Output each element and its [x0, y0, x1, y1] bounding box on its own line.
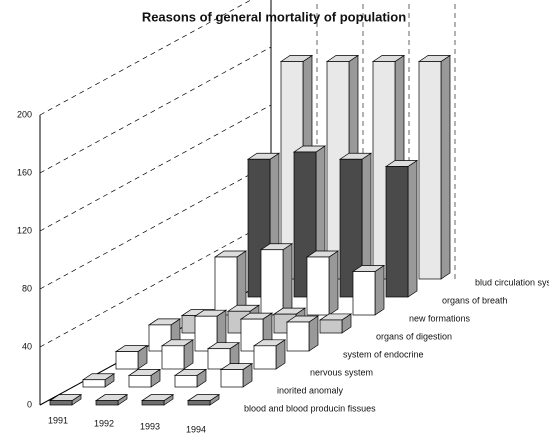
legend-label: new formations: [409, 313, 471, 323]
bar-side: [407, 159, 418, 298]
bar: [174, 375, 198, 388]
grid-line: [39, 162, 272, 290]
grid-line: [39, 46, 272, 174]
bar: [141, 400, 165, 406]
bar: [207, 348, 231, 370]
bar-side: [282, 243, 293, 316]
legend-label: organs of digestion: [376, 331, 452, 341]
bar: [253, 345, 277, 370]
bar: [260, 249, 284, 316]
bar: [214, 256, 238, 316]
bar: [220, 369, 244, 388]
bar: [385, 166, 409, 298]
y-tick-label: 200: [17, 109, 32, 119]
legend-label: system of endocrine: [343, 349, 424, 359]
y-tick-label: 80: [22, 283, 32, 293]
bar: [418, 61, 442, 280]
x-tick-label: 1994: [186, 424, 206, 434]
chart-title: Reasons of general mortality of populati…: [142, 9, 406, 24]
x-tick-label: 1993: [140, 421, 160, 431]
grid-line: [39, 104, 272, 232]
legend-label: nervous system: [310, 367, 373, 377]
bar: [187, 400, 211, 406]
bar: [240, 318, 264, 352]
bar: [115, 351, 139, 370]
bar: [352, 271, 376, 316]
bar: [286, 321, 310, 352]
bar: [128, 375, 152, 388]
y-tick-label: 0: [27, 399, 32, 409]
y-tick-label: 160: [17, 167, 32, 177]
bar: [306, 256, 330, 316]
bar: [194, 315, 218, 352]
bar: [49, 400, 73, 406]
bar-side: [328, 250, 339, 316]
y-tick-label: 120: [17, 225, 32, 235]
bar-side: [374, 264, 385, 316]
bar: [161, 345, 185, 370]
y-tick-label: 40: [22, 341, 32, 351]
bar: [319, 319, 343, 334]
legend-label: organs of breath: [442, 295, 508, 305]
grid-line: [39, 0, 252, 116]
legend-label: blud circulation system: [475, 277, 549, 287]
legend-label: inorited anomaly: [277, 385, 344, 395]
bar: [339, 158, 363, 298]
bar: [82, 379, 106, 388]
x-tick-label: 1992: [94, 418, 114, 428]
bar: [95, 400, 119, 406]
grid-line: [39, 220, 272, 348]
bar-side: [440, 54, 451, 280]
legend-label: blood and blood producin fissues: [244, 403, 376, 413]
x-tick-label: 1991: [48, 415, 68, 425]
